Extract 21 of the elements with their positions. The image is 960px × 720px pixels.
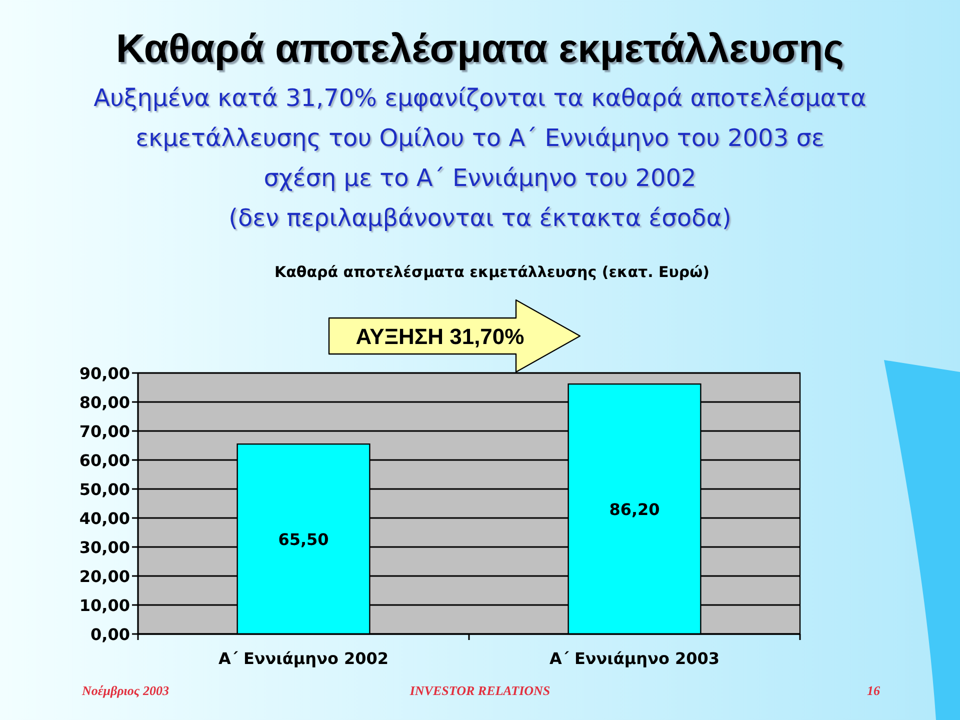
text: INVESTOR RELATIONS bbox=[408, 683, 550, 698]
x-tick-label: Α΄ Εννιάμηνο 2003 bbox=[549, 649, 720, 668]
y-tick-label: 70,00 bbox=[79, 422, 130, 441]
text: Νοέμβριος 2003 bbox=[81, 683, 170, 698]
y-tick-label: 80,00 bbox=[79, 393, 130, 412]
y-tick-label: 10,00 bbox=[79, 596, 130, 615]
chart-subtitle: Αυξημένα κατά 31,70% εμφανίζονται τα καθαρά αποτελέσματα εκμετάλλευσης του Ομίλου το Α΄ Εννιάμηνο του 2003 σε σχέση με το Α΄ Εννιάμηνο του 2002 (δεν περιλαμβάνονται τα έκτακτα έσοδα) bbox=[94, 84, 866, 232]
y-tick-label: 90,00 bbox=[79, 364, 130, 383]
y-tick-label: 40,00 bbox=[79, 509, 130, 528]
y-tick-label: 60,00 bbox=[79, 451, 130, 470]
data-label: 65,50 bbox=[278, 530, 329, 550]
x-tick-label: Α΄ Εννιάμηνο 2002 bbox=[218, 649, 389, 668]
y-tick-label: 50,00 bbox=[79, 480, 130, 499]
y-tick-label: 30,00 bbox=[79, 538, 130, 557]
text: Καθαρά αποτελέσματα εκμετάλλευσης (εκατ. Ευρώ) bbox=[274, 263, 710, 281]
y-tick-label: 0,00 bbox=[90, 625, 130, 644]
text: ΑΥΞΗΣΗ 31,70% bbox=[356, 324, 524, 349]
y-tick-label: 20,00 bbox=[79, 567, 130, 586]
text: 16 bbox=[867, 683, 880, 698]
data-label: 86,20 bbox=[609, 500, 660, 520]
chart-title: Καθαρά αποτελέσματα εκμετάλλευσης bbox=[116, 27, 844, 71]
